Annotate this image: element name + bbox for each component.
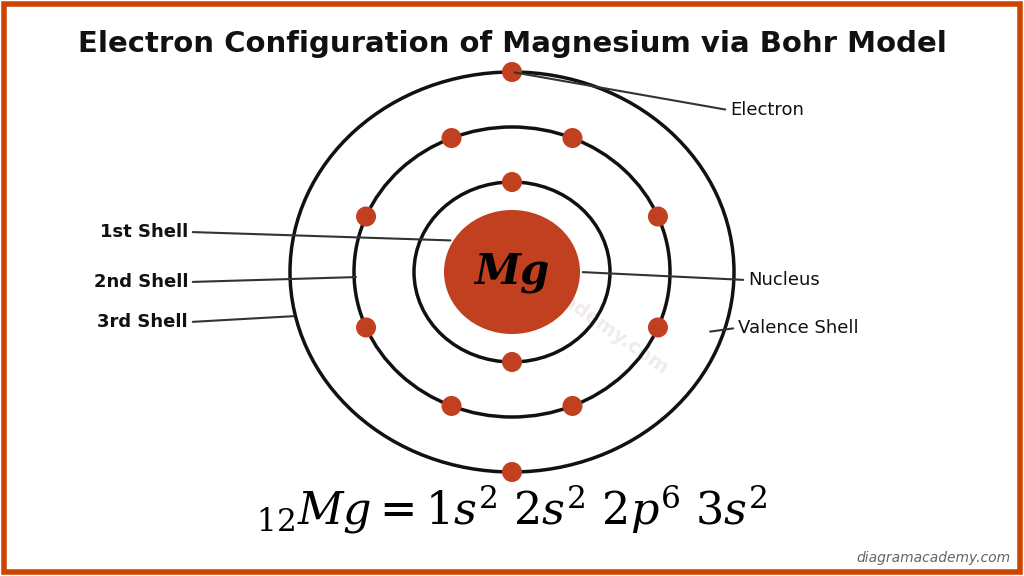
Text: 3rd Shell: 3rd Shell	[97, 313, 188, 331]
Circle shape	[502, 172, 522, 192]
Text: $_{12}Mg = 1s^2\ 2s^2\ 2p^6\ 3s^2$: $_{12}Mg = 1s^2\ 2s^2\ 2p^6\ 3s^2$	[256, 483, 768, 536]
Circle shape	[562, 128, 583, 148]
Text: 1st Shell: 1st Shell	[99, 223, 188, 241]
Circle shape	[441, 396, 462, 416]
Circle shape	[356, 317, 376, 338]
Circle shape	[441, 128, 462, 148]
Text: Mg: Mg	[474, 251, 550, 293]
Text: Valence Shell: Valence Shell	[738, 319, 859, 337]
Circle shape	[648, 207, 668, 226]
Circle shape	[356, 207, 376, 226]
Circle shape	[502, 462, 522, 482]
Text: Electron Configuration of Magnesium via Bohr Model: Electron Configuration of Magnesium via …	[78, 30, 946, 58]
Text: 2nd Shell: 2nd Shell	[93, 273, 188, 291]
Circle shape	[502, 62, 522, 82]
Text: diagramacademy.com: diagramacademy.com	[856, 551, 1010, 565]
Text: Electron: Electron	[730, 101, 804, 119]
Text: Nucleus: Nucleus	[748, 271, 820, 289]
Ellipse shape	[444, 210, 580, 334]
Circle shape	[562, 396, 583, 416]
Text: Diagramacademy.com: Diagramacademy.com	[463, 225, 672, 379]
Circle shape	[648, 317, 668, 338]
Circle shape	[502, 352, 522, 372]
